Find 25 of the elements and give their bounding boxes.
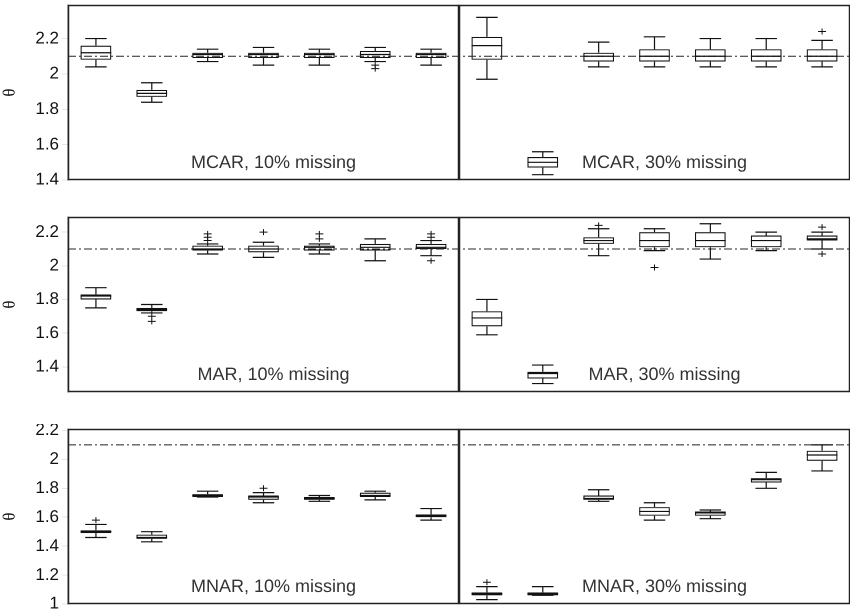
y-tick-label: 2 xyxy=(50,449,59,468)
y-tick-label: 2 xyxy=(50,64,59,83)
y-tick-label: 1.2 xyxy=(35,564,59,584)
annotation: MAR, 10% missing xyxy=(197,364,350,384)
y-tick-label: 1.8 xyxy=(35,478,59,497)
y-tick-label: 1.6 xyxy=(35,322,59,342)
y-tick-label: 1.6 xyxy=(35,134,59,154)
annotation: MAR, 30% missing xyxy=(588,364,741,384)
y-axis-title: θ xyxy=(0,300,19,309)
y-tick-label: 1.4 xyxy=(35,536,59,555)
annotation: MNAR, 10% missing xyxy=(190,576,356,596)
y-tick-label: 1.4 xyxy=(35,170,59,189)
y-tick-label: 1.8 xyxy=(35,98,59,118)
annotation: MCAR, 10% missing xyxy=(190,152,356,172)
y-tick-label: 1.8 xyxy=(35,289,59,308)
y-tick-label: 1 xyxy=(50,594,59,613)
y-tick-label: 2.2 xyxy=(35,28,59,48)
y-tick-label: 2.2 xyxy=(35,222,59,241)
y-axis-title: θ xyxy=(0,512,19,521)
y-tick-label: 1.4 xyxy=(35,356,59,376)
y-axis-title: θ xyxy=(0,88,19,97)
y-tick-label: 1.6 xyxy=(35,506,59,526)
annotation: MNAR, 30% missing xyxy=(582,576,748,596)
annotation: MCAR, 30% missing xyxy=(582,152,748,172)
y-tick-label: 2 xyxy=(50,255,59,274)
